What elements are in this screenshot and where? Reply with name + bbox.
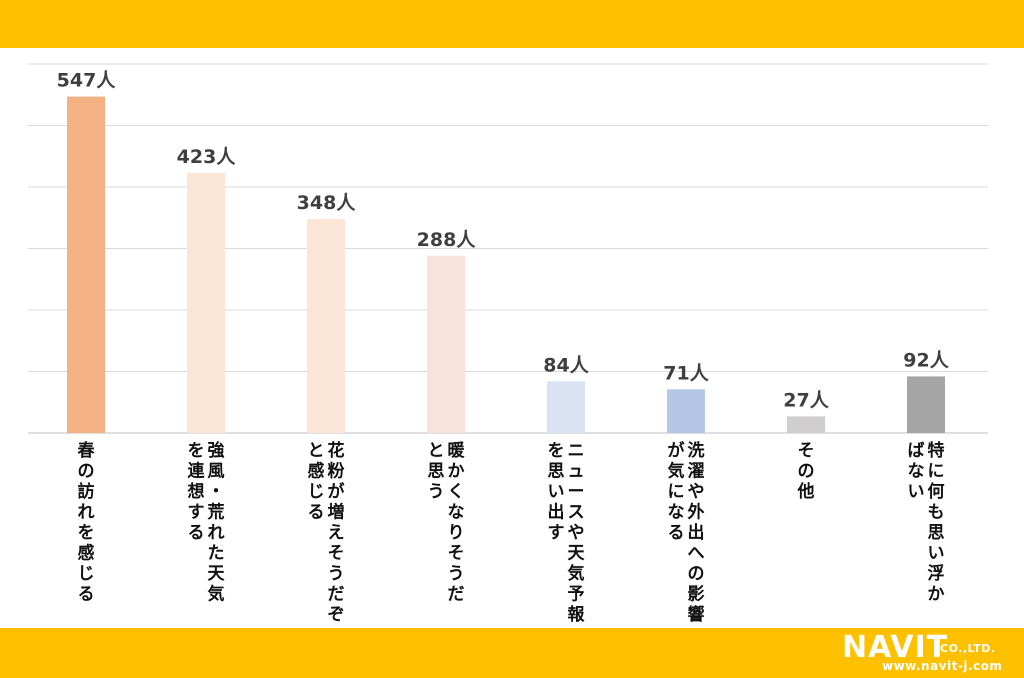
bar xyxy=(67,96,105,433)
category-label-line: 特に何も思い浮か xyxy=(928,440,945,605)
bar-value-label: 92人 xyxy=(903,349,949,371)
category-label-line: ニュースや天気予報 xyxy=(567,441,586,625)
category-label-line: 洗濯や外出への影響 xyxy=(688,440,705,625)
bar xyxy=(907,376,945,433)
bar-value-label: 27人 xyxy=(783,389,829,411)
bar xyxy=(787,416,825,433)
bar-value-label: 547人 xyxy=(57,70,117,92)
bar-value-label: 288人 xyxy=(417,229,477,251)
value-labels: 547人 423人 348人 288人 84人 71人 27人 92人 xyxy=(57,70,950,412)
top-header-band xyxy=(0,0,1024,48)
bar xyxy=(187,172,225,434)
category-label-line: 暖かくなりそうだ xyxy=(448,440,466,605)
logo-wordmark: NAVIT xyxy=(842,630,949,665)
category-label-line: が気になる xyxy=(667,440,685,543)
category-label: 春の訪れを感じる xyxy=(78,440,95,605)
category-label-line: 春の訪れを感じる xyxy=(78,440,95,605)
category-label-line: を連想する xyxy=(188,441,206,543)
category-label-line: その他 xyxy=(797,441,815,502)
category-label-line: を思い出す xyxy=(548,441,565,543)
category-label: その他 xyxy=(797,441,815,502)
category-label-line: ばない xyxy=(908,441,925,502)
bar-value-label: 84人 xyxy=(543,354,589,376)
bar-value-label: 71人 xyxy=(663,362,709,384)
gridlines xyxy=(28,63,988,434)
bars xyxy=(67,96,945,434)
category-label-line: 花粉が増えそうだぞ xyxy=(328,440,345,625)
category-label-line: 強風・荒れた天気 xyxy=(207,440,226,605)
logo-company-suffix: CO.,LTD. xyxy=(940,642,996,655)
bar-value-label: 423人 xyxy=(177,146,237,168)
logo-url: www.navit-j.com xyxy=(882,659,1003,673)
bottom-footer-band xyxy=(0,628,1024,678)
bar xyxy=(547,381,585,433)
bar-value-label: 348人 xyxy=(297,192,357,214)
bar xyxy=(427,255,465,433)
category-label-line: と思う xyxy=(428,441,445,502)
bar xyxy=(667,389,705,433)
bar xyxy=(307,218,345,433)
company-logo: NAVIT CO.,LTD. www.navit-j.com xyxy=(842,632,1014,674)
category-label-line: と感じる xyxy=(308,441,325,523)
